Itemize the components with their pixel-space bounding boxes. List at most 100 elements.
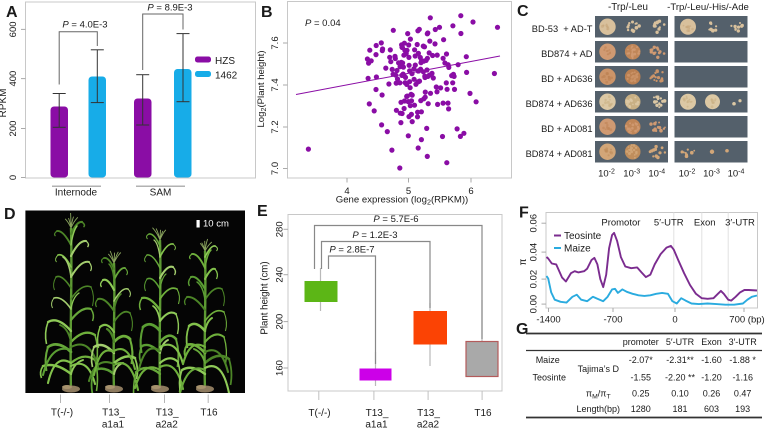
- svg-text:10-4: 10-4: [648, 168, 665, 180]
- svg-text:-Trp/-Leu/-His/-Ade: -Trp/-Leu/-His/-Ade: [667, 2, 749, 13]
- svg-text:BD874 + AD: BD874 + AD: [541, 49, 593, 59]
- svg-text:Teosinte: Teosinte: [533, 373, 567, 383]
- svg-text:10-2: 10-2: [679, 168, 696, 180]
- svg-text:10-3: 10-3: [703, 168, 720, 180]
- svg-text:-1.60: -1.60: [701, 355, 722, 365]
- svg-text:3′-UTR: 3′-UTR: [729, 337, 758, 347]
- svg-text:240: 240: [275, 267, 286, 283]
- svg-text:A: A: [6, 4, 18, 21]
- svg-text:P = 4.0E-3: P = 4.0E-3: [62, 20, 107, 31]
- svg-text:-1400: -1400: [536, 315, 560, 326]
- svg-text:0.04: 0.04: [529, 243, 540, 262]
- svg-text:700 (bp): 700 (bp): [729, 315, 764, 326]
- svg-text:280: 280: [275, 221, 286, 237]
- svg-text:-700: -700: [603, 315, 622, 326]
- svg-text:D: D: [4, 206, 16, 223]
- svg-text:Tajima’s D: Tajima’s D: [578, 364, 620, 374]
- svg-text:-1.20: -1.20: [701, 373, 722, 383]
- svg-text:200: 200: [275, 314, 286, 330]
- svg-text:Log2(Plant height): Log2(Plant height): [256, 50, 268, 127]
- svg-text:Teosinte: Teosinte: [564, 231, 602, 242]
- svg-text:0.25: 0.25: [632, 389, 650, 399]
- svg-text:a2a2: a2a2: [417, 420, 440, 429]
- svg-text:4: 4: [344, 186, 349, 197]
- svg-text:7.4: 7.4: [270, 78, 281, 91]
- svg-text:T(-/-): T(-/-): [308, 408, 330, 419]
- svg-text:Plant height (cm): Plant height (cm): [260, 261, 271, 334]
- svg-text:10 cm: 10 cm: [203, 219, 229, 230]
- svg-text:10-4: 10-4: [728, 168, 745, 180]
- svg-text:0.10: 0.10: [671, 389, 689, 399]
- svg-text:HZS: HZS: [215, 56, 235, 67]
- svg-text:BD874 + AD636: BD874 + AD636: [526, 99, 593, 109]
- svg-text:0.06: 0.06: [529, 214, 540, 233]
- svg-text:E: E: [257, 203, 268, 220]
- svg-text:0: 0: [672, 315, 677, 326]
- svg-text:1280: 1280: [631, 404, 651, 414]
- svg-text:a2a2: a2a2: [156, 420, 179, 429]
- svg-text:T16: T16: [474, 408, 492, 419]
- svg-text:603: 603: [704, 404, 719, 414]
- svg-text:Exon: Exon: [694, 218, 716, 229]
- svg-text:5: 5: [406, 186, 411, 197]
- svg-text:-1.88 *: -1.88 *: [729, 355, 756, 365]
- svg-text:6: 6: [468, 186, 473, 197]
- svg-text:-2.31**: -2.31**: [666, 355, 694, 365]
- svg-text:0.02: 0.02: [529, 270, 540, 289]
- svg-text:T13_: T13_: [417, 408, 440, 419]
- svg-text:BD + AD636: BD + AD636: [541, 74, 592, 84]
- svg-text:C: C: [517, 3, 529, 20]
- svg-text:RPKM: RPKM: [0, 89, 9, 118]
- svg-text:B: B: [261, 4, 273, 21]
- svg-text:a1a1: a1a1: [102, 420, 125, 429]
- svg-text:0.26: 0.26: [703, 389, 721, 399]
- svg-text:P = 1.2E-3: P = 1.2E-3: [352, 230, 397, 241]
- svg-text:BD-53 + AD-T: BD-53 + AD-T: [532, 24, 593, 34]
- svg-text:T13_: T13_: [366, 408, 389, 419]
- svg-text:0.00: 0.00: [529, 295, 540, 314]
- svg-text:-Trp/-Leu: -Trp/-Leu: [608, 2, 648, 13]
- svg-text:BD874 + AD081: BD874 + AD081: [526, 149, 593, 159]
- svg-text:T(-/-): T(-/-): [51, 408, 73, 419]
- svg-text:5′-UTR: 5′-UTR: [666, 337, 695, 347]
- svg-text:-2.07*: -2.07*: [629, 355, 654, 365]
- svg-text:πM/πT: πM/πT: [586, 389, 611, 401]
- svg-text:181: 181: [672, 404, 687, 414]
- svg-text:P = 0.04: P = 0.04: [305, 18, 341, 29]
- svg-text:200: 200: [8, 121, 19, 137]
- svg-text:F: F: [519, 205, 529, 222]
- svg-text:-2.20 **: -2.20 **: [665, 373, 696, 383]
- svg-text:1462: 1462: [215, 71, 238, 82]
- svg-text:promoter: promoter: [623, 337, 659, 347]
- svg-text:10-2: 10-2: [598, 168, 615, 180]
- svg-text:7.2: 7.2: [270, 120, 281, 133]
- svg-text:-1.16: -1.16: [732, 373, 753, 383]
- svg-text:-1.55: -1.55: [631, 373, 652, 383]
- svg-text:π: π: [518, 258, 529, 265]
- svg-text:10-3: 10-3: [623, 168, 640, 180]
- svg-text:400: 400: [8, 71, 19, 87]
- svg-text:0.47: 0.47: [734, 389, 752, 399]
- svg-text:600: 600: [8, 21, 19, 37]
- svg-text:P = 5.7E-6: P = 5.7E-6: [373, 214, 418, 225]
- svg-text:Internode: Internode: [55, 188, 98, 199]
- svg-text:Exon: Exon: [701, 337, 722, 347]
- svg-text:7.6: 7.6: [270, 36, 281, 49]
- svg-text:T16: T16: [200, 408, 218, 419]
- svg-text:G: G: [516, 321, 528, 338]
- svg-text:Maize: Maize: [564, 244, 591, 255]
- svg-text:160: 160: [275, 360, 286, 376]
- svg-text:0: 0: [8, 175, 19, 180]
- svg-text:Gene expression (log2(RPKM)): Gene expression (log2(RPKM)): [336, 195, 469, 207]
- svg-text:BD + AD081: BD + AD081: [541, 124, 592, 134]
- svg-text:7.0: 7.0: [270, 162, 281, 175]
- svg-text:P = 2.8E-7: P = 2.8E-7: [329, 245, 374, 256]
- svg-text:a1a1: a1a1: [365, 420, 388, 429]
- svg-text:5′-UTR: 5′-UTR: [654, 218, 684, 229]
- svg-text:Length(bp): Length(bp): [577, 404, 621, 414]
- svg-text:Promotor: Promotor: [601, 218, 640, 229]
- svg-text:3′-UTR: 3′-UTR: [725, 218, 755, 229]
- svg-text:T13_: T13_: [156, 408, 179, 419]
- svg-text:P = 8.9E-3: P = 8.9E-3: [147, 3, 192, 14]
- svg-text:193: 193: [735, 404, 750, 414]
